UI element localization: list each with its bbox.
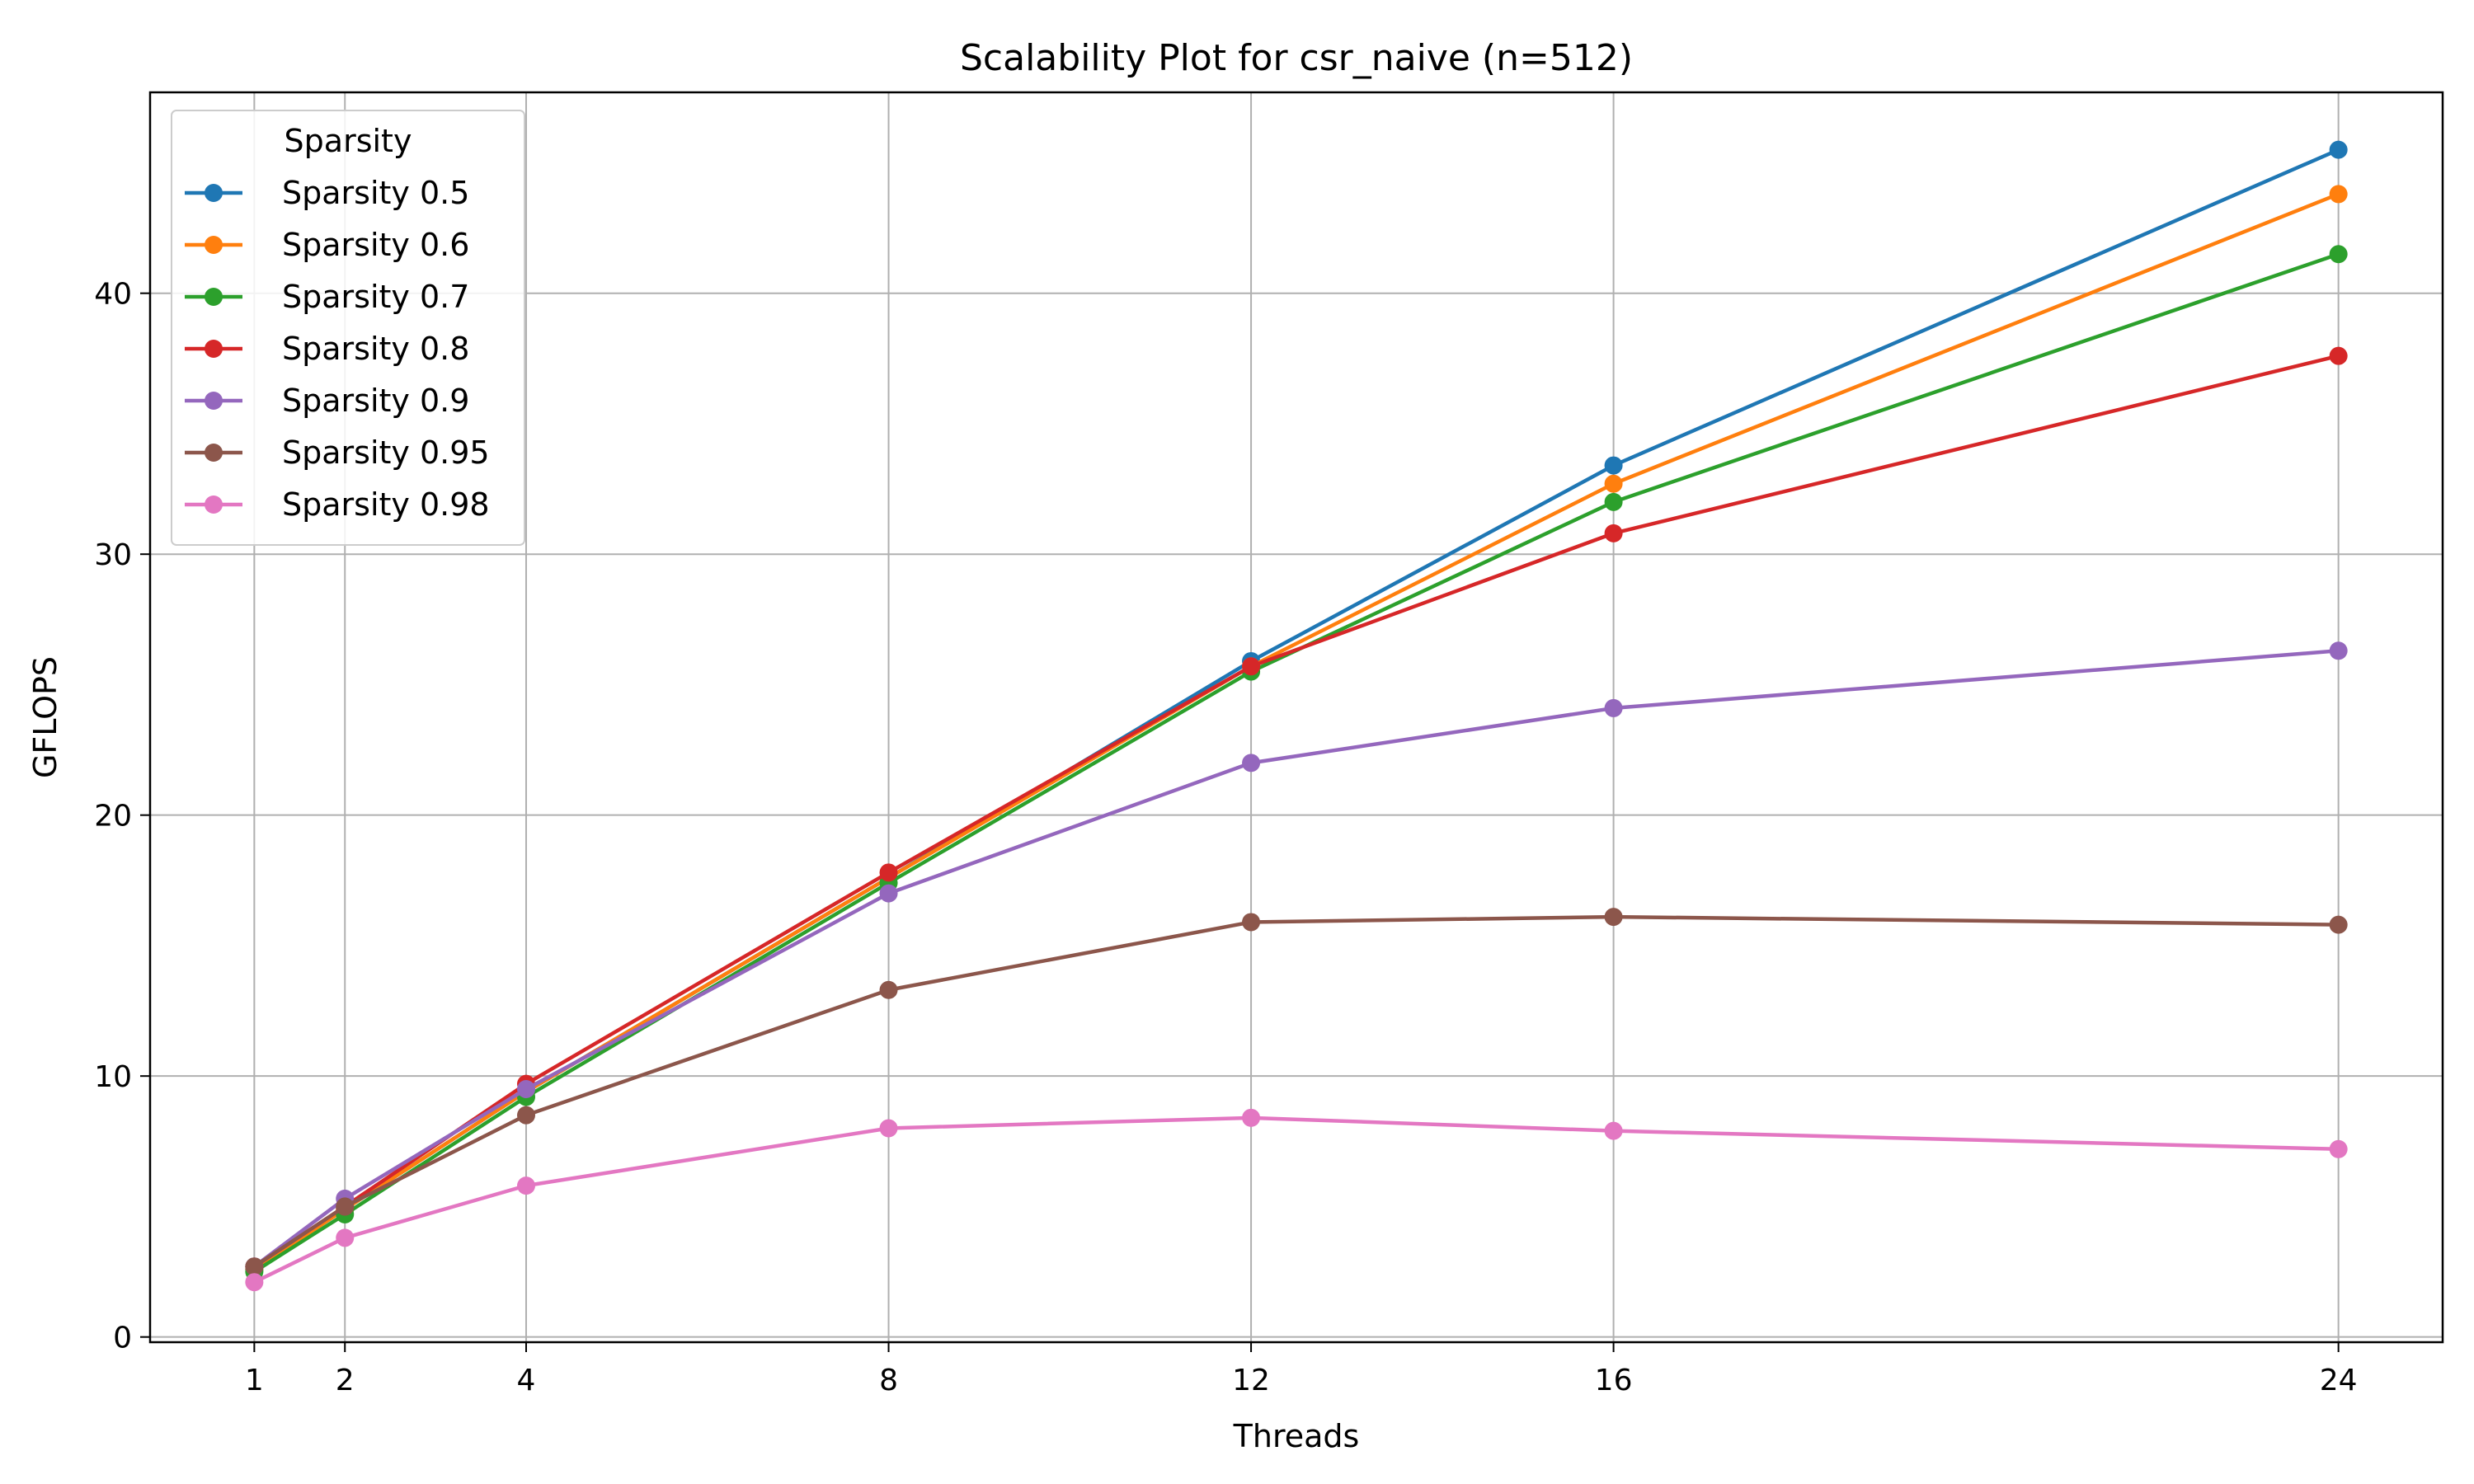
x-tick-label: 2 [336, 1364, 355, 1397]
data-point [1242, 754, 1261, 773]
data-point [1604, 908, 1623, 927]
data-point [879, 980, 898, 999]
data-point [245, 1257, 264, 1276]
data-point [1604, 698, 1623, 717]
legend-label: Sparsity 0.98 [282, 486, 490, 523]
data-point [1604, 456, 1623, 475]
data-point [1604, 492, 1623, 511]
data-point [2329, 915, 2348, 934]
data-point [2329, 1139, 2348, 1158]
legend-items: Sparsity 0.5 Sparsity 0.6 Sparsity 0.7 Spar… [185, 175, 490, 523]
legend-label: Sparsity 0.9 [282, 383, 469, 419]
legend-label: Sparsity 0.6 [282, 227, 469, 263]
legend-swatch-marker [205, 340, 223, 358]
data-point [517, 1176, 536, 1195]
data-point [517, 1080, 536, 1099]
legend-swatch-marker [205, 392, 223, 410]
data-point [879, 863, 898, 882]
x-tick-label: 16 [1595, 1364, 1633, 1397]
data-point [245, 1273, 264, 1292]
legend-swatch-marker [205, 236, 223, 254]
plot-frame [148, 91, 2444, 1344]
data-point [1604, 1121, 1623, 1140]
data-point [879, 1119, 898, 1138]
legend-title: Sparsity [285, 123, 412, 159]
data-point [2329, 140, 2348, 159]
legend-swatch-marker [205, 184, 223, 202]
data-point [1604, 524, 1623, 542]
x-tick-label: 4 [517, 1364, 536, 1397]
series-sparsity-0-95 [245, 908, 2348, 1276]
data-point [517, 1106, 536, 1125]
data-point [879, 884, 898, 903]
data-point [336, 1228, 355, 1247]
legend-swatch-marker [205, 444, 223, 462]
legend-label: Sparsity 0.95 [282, 434, 490, 471]
y-tick-label: 40 [94, 278, 132, 312]
legend-swatch-marker [205, 288, 223, 306]
data-point [336, 1197, 355, 1216]
x-tick-label: 12 [1232, 1364, 1270, 1397]
legend-item: Sparsity 0.9 [185, 383, 469, 419]
data-point [2329, 641, 2348, 660]
legend-label: Sparsity 0.5 [282, 175, 469, 211]
legend-box [171, 110, 525, 546]
legend-item: Sparsity 0.6 [185, 227, 469, 263]
data-point [2329, 346, 2348, 365]
legend-item: Sparsity 0.7 [185, 279, 469, 315]
legend-item: Sparsity 0.8 [185, 331, 469, 367]
y-tick-label: 0 [113, 1322, 132, 1355]
data-point [1604, 474, 1623, 493]
legend-item: Sparsity 0.98 [185, 486, 490, 523]
x-axis-label: Threads [1233, 1418, 1360, 1454]
chart-title: Scalability Plot for csr_naive (n=512) [960, 37, 1633, 79]
data-point [2329, 185, 2348, 204]
y-tick-label: 30 [94, 538, 132, 572]
legend-item: Sparsity 0.5 [185, 175, 469, 211]
data-point [1242, 1108, 1261, 1127]
legend-label: Sparsity 0.8 [282, 331, 469, 367]
legend-item: Sparsity 0.95 [185, 434, 490, 471]
data-point [1242, 913, 1261, 932]
x-tick-label: 1 [245, 1364, 264, 1397]
data-point [1242, 657, 1261, 676]
y-tick-label: 20 [94, 800, 132, 834]
grid [150, 92, 2443, 1342]
series-sparsity-0-98 [245, 1108, 2348, 1292]
legend-swatch-marker [205, 495, 223, 514]
y-tick-label: 10 [94, 1060, 132, 1094]
series-layer [245, 140, 2348, 1292]
y-axis-label: GFLOPS [27, 656, 63, 778]
x-tick-label: 8 [879, 1364, 898, 1397]
data-point [2329, 245, 2348, 264]
x-tick-label: 24 [2320, 1364, 2358, 1397]
legend-label: Sparsity 0.7 [282, 279, 469, 315]
